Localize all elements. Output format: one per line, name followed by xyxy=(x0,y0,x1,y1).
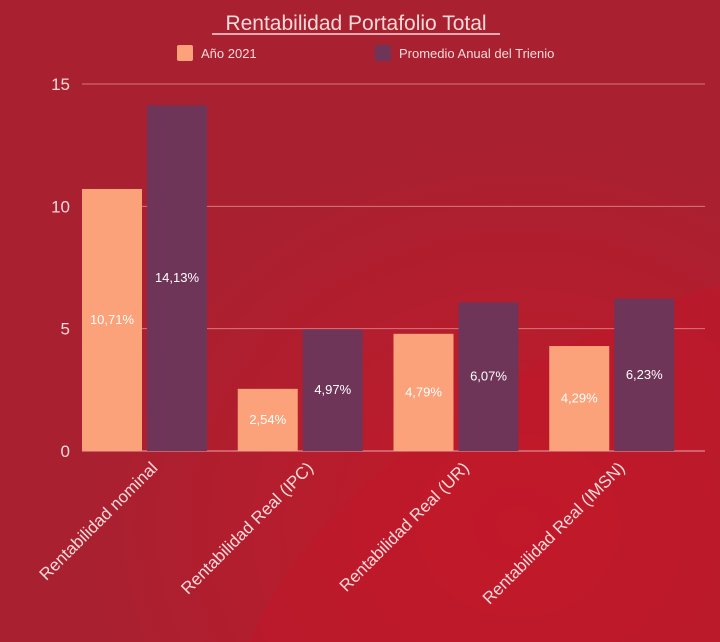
data-label: 6,07% xyxy=(470,369,507,384)
y-tick-label: 10 xyxy=(51,197,70,216)
bar-series-1-1[interactable] xyxy=(302,329,363,451)
legend-label-ano-2021: Año 2021 xyxy=(201,46,257,61)
legend-swatch-promedio-anual xyxy=(375,45,391,61)
data-label: 6,23% xyxy=(626,367,663,382)
y-tick-label: 0 xyxy=(61,442,70,461)
bar-series-1-0[interactable] xyxy=(147,105,207,451)
legend-swatch-ano-2021 xyxy=(177,45,193,61)
legend: Año 2021 Promedio Anual del Trienio xyxy=(177,45,554,61)
data-label: 14,13% xyxy=(155,270,200,285)
bar-series-1-3[interactable] xyxy=(614,298,675,451)
bar-series-0-0[interactable] xyxy=(82,188,142,451)
chart-title: Rentabilidad Portafolio Total xyxy=(225,12,486,35)
bar-series-0-1[interactable] xyxy=(237,388,298,451)
bar-series-0-3[interactable] xyxy=(549,346,610,451)
data-label: 4,97% xyxy=(314,382,351,397)
bars xyxy=(82,105,675,451)
y-tick-label: 15 xyxy=(51,75,70,94)
data-label: 10,71% xyxy=(90,312,135,327)
data-label: 4,29% xyxy=(561,391,598,406)
y-tick-label: 5 xyxy=(61,320,70,339)
y-axis-ticks: 0 5 10 15 xyxy=(51,75,70,461)
data-label: 4,79% xyxy=(405,384,442,399)
legend-item-promedio-anual[interactable]: Promedio Anual del Trienio xyxy=(375,45,554,61)
bar-series-0-2[interactable] xyxy=(393,333,454,451)
legend-item-ano-2021[interactable]: Año 2021 xyxy=(177,45,257,61)
legend-label-promedio-anual: Promedio Anual del Trienio xyxy=(399,46,554,61)
data-label: 2,54% xyxy=(249,412,286,427)
bar-series-1-2[interactable] xyxy=(458,302,519,451)
data-labels: 10,71% 14,13% 2,54% 4,97% 4,79% 6,07% 4,29% 6,2… xyxy=(90,270,663,427)
